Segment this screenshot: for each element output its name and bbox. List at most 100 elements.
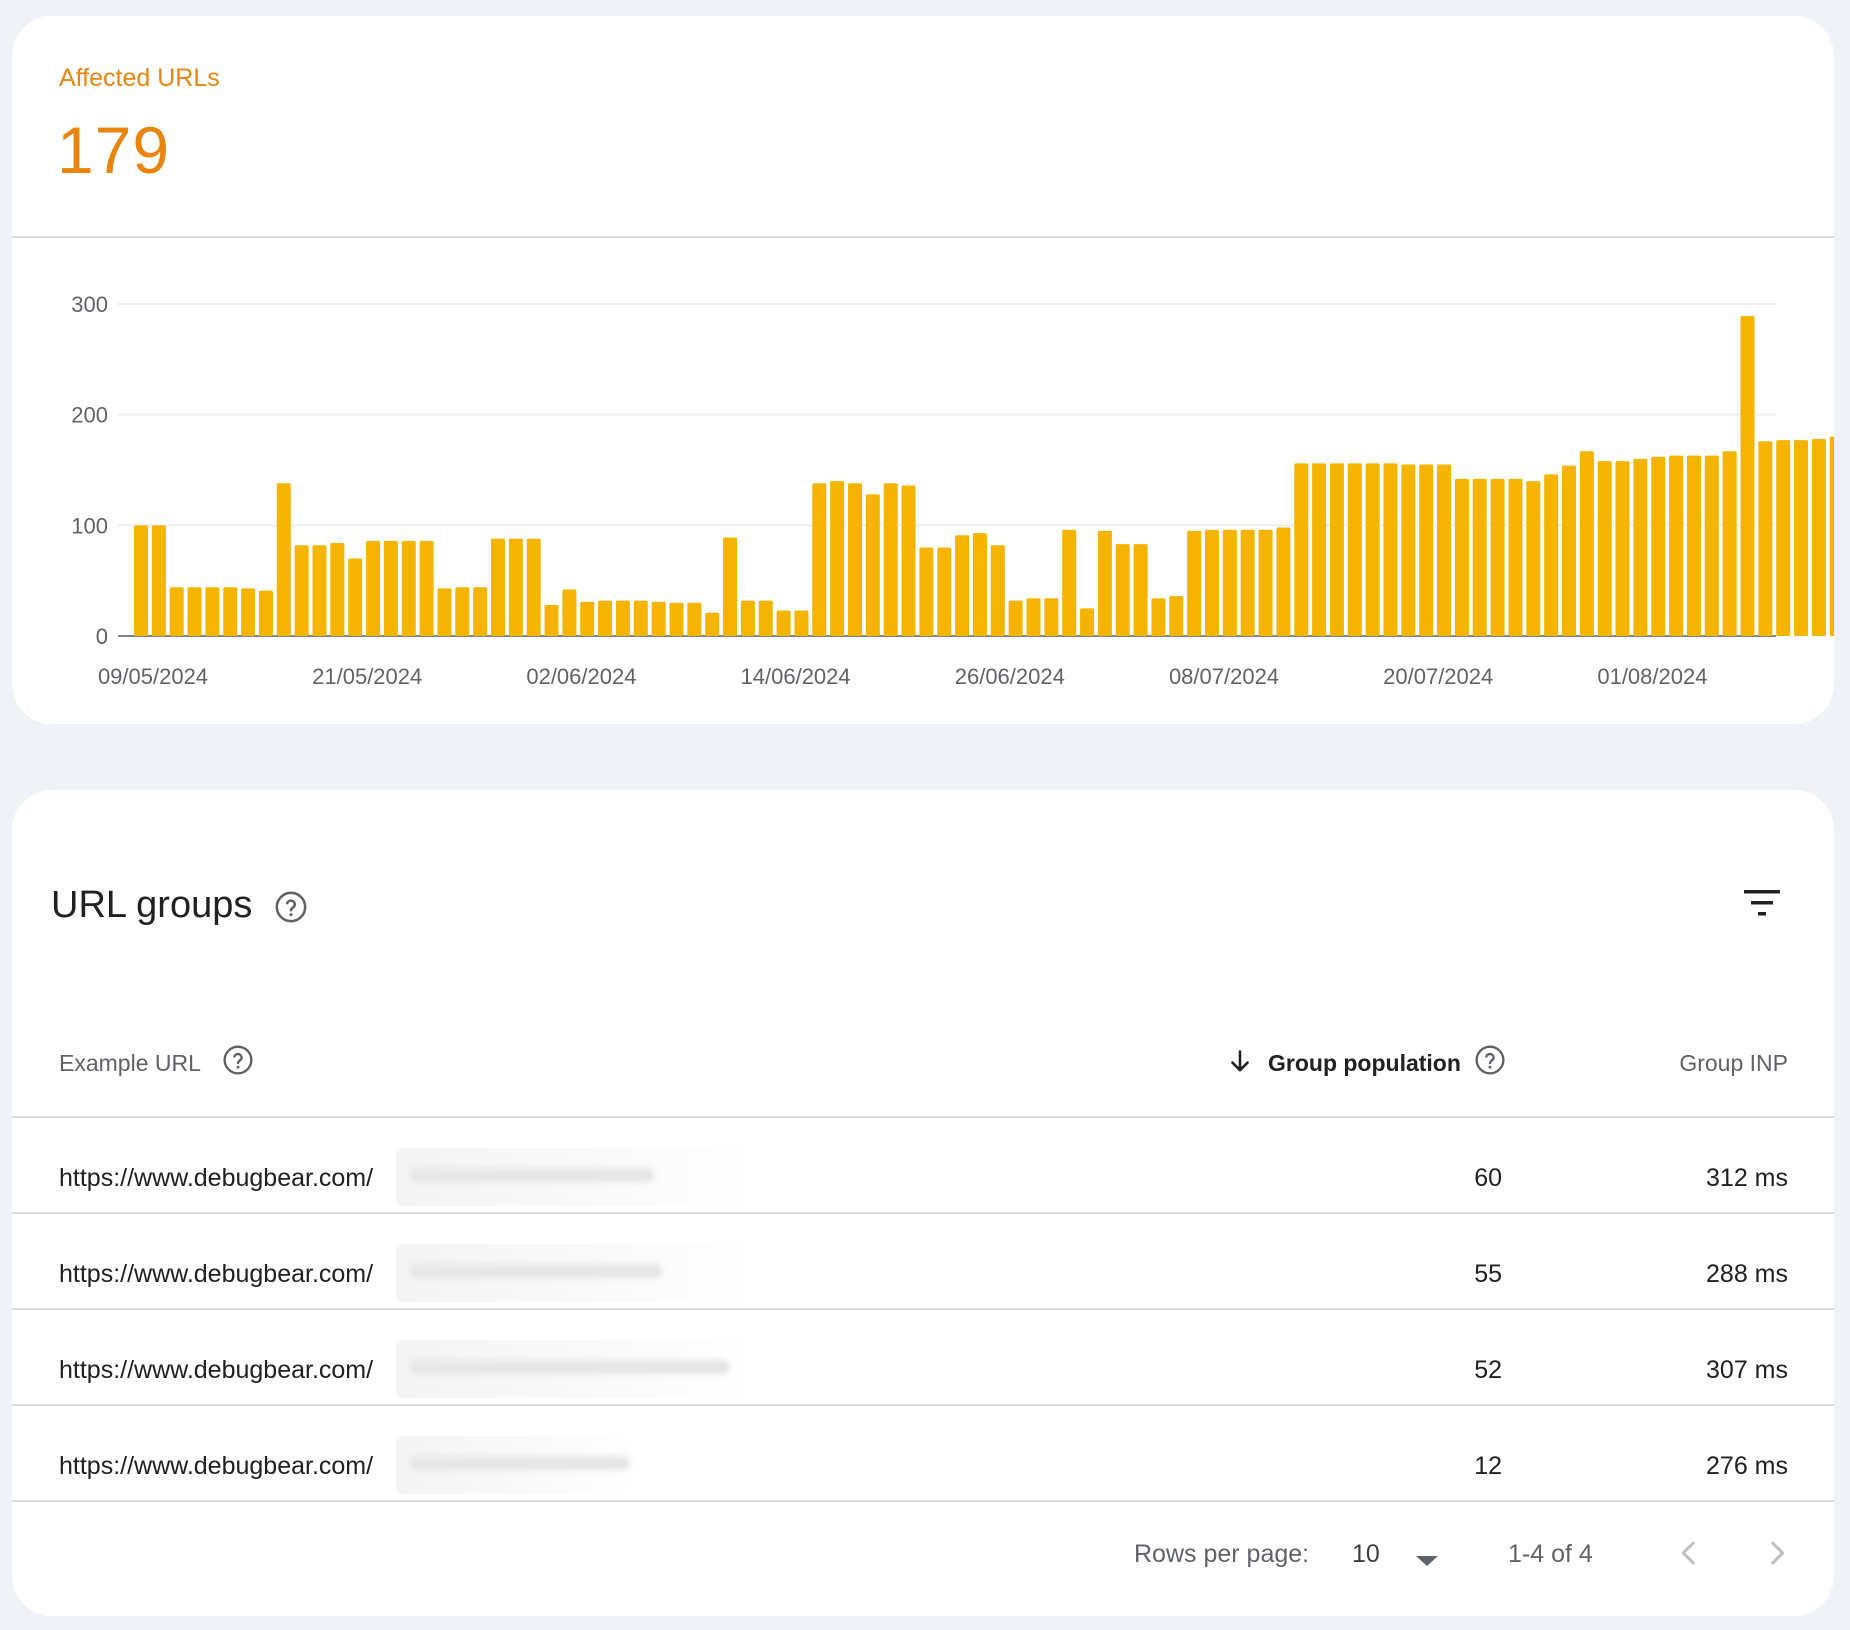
- chart-bar[interactable]: [276, 483, 291, 636]
- chart-bar[interactable]: [419, 540, 434, 636]
- chart-bar[interactable]: [205, 587, 220, 636]
- chart-bar[interactable]: [1062, 529, 1077, 636]
- chart-bar[interactable]: [134, 525, 148, 636]
- chart-bar[interactable]: [1437, 464, 1452, 636]
- chart-bar[interactable]: [526, 538, 541, 636]
- chart-bar[interactable]: [562, 589, 577, 636]
- chart-bar[interactable]: [1401, 464, 1416, 636]
- chart-bar[interactable]: [740, 600, 755, 636]
- chart-bar[interactable]: [705, 612, 720, 636]
- chart-bar[interactable]: [1686, 455, 1701, 636]
- chart-bar[interactable]: [1151, 598, 1166, 636]
- chart-bar[interactable]: [1187, 530, 1202, 636]
- chart-bar[interactable]: [1579, 451, 1594, 636]
- chart-bar[interactable]: [1454, 478, 1469, 636]
- chart-bar[interactable]: [1347, 463, 1362, 636]
- chart-bar[interactable]: [1312, 463, 1327, 636]
- chart-bar[interactable]: [955, 535, 970, 636]
- chart-bar[interactable]: [1383, 463, 1398, 636]
- chart-bar[interactable]: [1651, 456, 1666, 636]
- chart-bar[interactable]: [223, 587, 238, 636]
- chart-bar[interactable]: [580, 601, 595, 636]
- chart-bar[interactable]: [865, 494, 880, 636]
- chart-bar[interactable]: [1615, 461, 1630, 636]
- chart-bar[interactable]: [1205, 529, 1219, 636]
- chart-bar[interactable]: [1276, 527, 1291, 636]
- chart-bar[interactable]: [455, 587, 470, 636]
- chart-bar[interactable]: [919, 547, 934, 636]
- chart-bar[interactable]: [1294, 463, 1309, 636]
- help-circle-icon[interactable]: [274, 890, 308, 924]
- chart-bar[interactable]: [1365, 463, 1380, 636]
- chart-bar[interactable]: [598, 600, 613, 636]
- chart-bar[interactable]: [1633, 458, 1648, 636]
- chart-bar[interactable]: [1740, 316, 1755, 636]
- chart-bar[interactable]: [330, 543, 345, 636]
- row-url[interactable]: https://www.debugbear.com/: [59, 1452, 374, 1480]
- chart-bar[interactable]: [1115, 544, 1130, 636]
- chevron-left-icon[interactable]: [1672, 1536, 1706, 1570]
- chart-bar[interactable]: [1704, 455, 1719, 636]
- help-circle-icon[interactable]: [222, 1044, 254, 1076]
- chart-bar[interactable]: [1169, 596, 1184, 636]
- chart-bar[interactable]: [758, 600, 773, 636]
- chevron-right-icon[interactable]: [1760, 1536, 1794, 1570]
- chart-bar[interactable]: [830, 481, 845, 636]
- chart-bar[interactable]: [1240, 529, 1255, 636]
- chart-bar[interactable]: [883, 483, 898, 636]
- caret-down-icon[interactable]: [1414, 1554, 1440, 1568]
- chart-bar[interactable]: [776, 610, 791, 636]
- chart-bar[interactable]: [1758, 441, 1773, 636]
- chart-bar[interactable]: [1776, 440, 1791, 636]
- chart-bar[interactable]: [401, 540, 416, 636]
- chart-bar[interactable]: [687, 602, 702, 636]
- chart-bar[interactable]: [1026, 598, 1041, 636]
- chart-bar[interactable]: [937, 547, 952, 636]
- chart-bar[interactable]: [1222, 529, 1237, 636]
- row-url[interactable]: https://www.debugbear.com/: [59, 1260, 374, 1288]
- chart-bar[interactable]: [1472, 478, 1487, 636]
- rows-per-page-select[interactable]: 10: [1352, 1540, 1380, 1568]
- chart-bar[interactable]: [723, 537, 738, 636]
- chart-bar[interactable]: [366, 540, 381, 636]
- chart-bar[interactable]: [1597, 461, 1612, 636]
- chart-bar[interactable]: [1829, 436, 1834, 636]
- chart-bar[interactable]: [1080, 608, 1095, 636]
- chart-bar[interactable]: [794, 610, 809, 636]
- chart-bar[interactable]: [1811, 439, 1826, 636]
- chart-bar[interactable]: [848, 483, 862, 636]
- chart-bar[interactable]: [1258, 529, 1273, 636]
- chart-bar[interactable]: [1794, 440, 1809, 636]
- chart-bar[interactable]: [1526, 481, 1541, 636]
- column-header-group-inp[interactable]: Group INP: [1679, 1050, 1788, 1076]
- chart-bar[interactable]: [972, 533, 987, 636]
- chart-bar[interactable]: [151, 525, 166, 636]
- arrow-down-icon[interactable]: [1226, 1048, 1254, 1076]
- chart-bar[interactable]: [1133, 544, 1148, 636]
- help-circle-icon[interactable]: [1474, 1044, 1506, 1076]
- chart-bar[interactable]: [437, 588, 452, 636]
- chart-bar[interactable]: [615, 600, 630, 636]
- row-url[interactable]: https://www.debugbear.com/: [59, 1164, 374, 1192]
- chart-bar[interactable]: [1508, 478, 1523, 636]
- chart-bar[interactable]: [1722, 451, 1737, 636]
- row-url[interactable]: https://www.debugbear.com/: [59, 1356, 374, 1384]
- chart-bar[interactable]: [473, 587, 488, 636]
- chart-bar[interactable]: [990, 545, 1005, 636]
- chart-bar[interactable]: [258, 590, 273, 636]
- chart-bar[interactable]: [187, 587, 202, 636]
- column-header-group-population[interactable]: Group population: [1268, 1050, 1461, 1076]
- chart-bar[interactable]: [1490, 478, 1505, 636]
- chart-bar[interactable]: [241, 588, 256, 636]
- chart-bar[interactable]: [1669, 455, 1684, 636]
- filter-list-icon[interactable]: [1742, 888, 1782, 920]
- chart-bar[interactable]: [544, 605, 559, 636]
- chart-bar[interactable]: [169, 587, 184, 636]
- chart-bar[interactable]: [669, 602, 684, 636]
- chart-bar[interactable]: [1544, 474, 1559, 636]
- chart-bar[interactable]: [901, 485, 916, 636]
- chart-bar[interactable]: [348, 558, 363, 636]
- chart-bar[interactable]: [1329, 463, 1344, 636]
- chart-bar[interactable]: [812, 483, 827, 636]
- chart-bar[interactable]: [1008, 600, 1023, 636]
